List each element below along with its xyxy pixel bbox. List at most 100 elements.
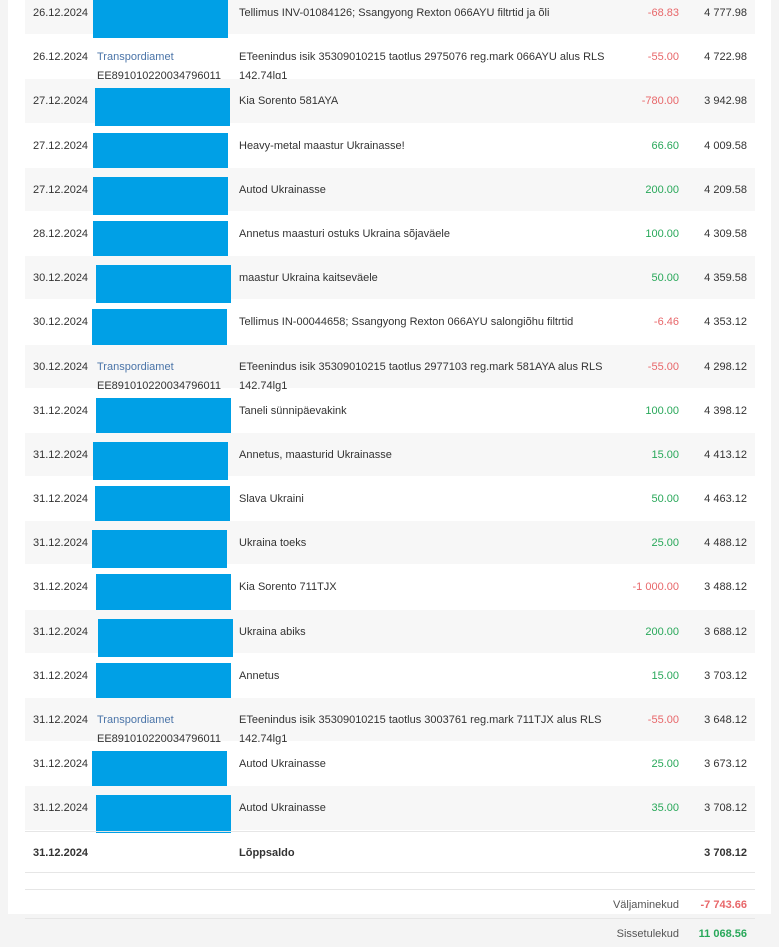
row-date: 31.12.2024 xyxy=(33,581,89,594)
row-balance: 4 009.58 xyxy=(704,139,747,152)
row-date: 30.12.2024 xyxy=(33,360,89,373)
row-date: 27.12.2024 xyxy=(33,183,89,196)
row-amount: 66.60 xyxy=(651,139,679,152)
row-description: Heavy-metal maastur Ukrainasse! xyxy=(239,139,405,152)
row-balance: 4 353.12 xyxy=(704,316,747,329)
row-amount: 200.00 xyxy=(645,625,679,638)
row-amount: 25.00 xyxy=(651,758,679,771)
row-balance: 4 309.58 xyxy=(704,227,747,240)
payer-name-link[interactable]: Transpordiamet xyxy=(97,714,174,726)
redacted-payer xyxy=(93,0,228,38)
row-balance: 3 648.12 xyxy=(704,714,747,726)
row-date: 27.12.2024 xyxy=(33,95,89,108)
row-amount: -55.00 xyxy=(647,51,679,64)
table-row: 31.12.2024 Autod Ukrainasse 25.00 3 673.1… xyxy=(25,742,755,790)
redacted-payer xyxy=(92,530,227,569)
table-row: 27.12.2024 Kia Sorento 581AYA -780.00 3 9… xyxy=(25,79,755,127)
table-row: 31.12.2024 Transpordiamet EE89101022003479… xyxy=(25,698,755,745)
row-date: 26.12.2024 xyxy=(33,7,89,19)
table-row: 30.12.2024 Transpordiamet EE89101022003479… xyxy=(25,344,755,392)
redacted-payer xyxy=(96,662,231,701)
row-balance: 4 359.58 xyxy=(704,272,747,285)
row-balance: 3 708.12 xyxy=(704,802,747,815)
row-description: Annetus xyxy=(239,669,280,682)
table-row: 27.12.2024 Autod Ukrainasse 200.00 4 209.… xyxy=(25,167,755,215)
row-date: 31.12.2024 xyxy=(33,493,89,506)
table-row: 30.12.2024 maastur Ukraina kaitseväele 50… xyxy=(25,256,755,304)
row-balance: 4 722.98 xyxy=(704,51,747,64)
incoming-summary: Sissetulekud 11 068.56 xyxy=(25,917,755,947)
row-date: 27.12.2024 xyxy=(33,139,89,152)
row-amount: 15.00 xyxy=(651,669,679,682)
table-row: 26.12.2024 Tellimus INV-01084126; Ssangyo… xyxy=(25,0,755,38)
redacted-payer xyxy=(95,486,230,525)
row-amount: 100.00 xyxy=(645,404,679,417)
row-description: Annetus maasturi ostuks Ukraina sõjaväel… xyxy=(239,227,450,240)
row-date: 31.12.2024 xyxy=(33,802,89,815)
row-amount: 50.00 xyxy=(651,272,679,285)
row-date: 28.12.2024 xyxy=(33,227,89,240)
table-row: 28.12.2024 Annetus maasturi ostuks Ukrain… xyxy=(25,212,755,259)
row-date: 31.12.2024 xyxy=(33,625,89,638)
row-balance: 3 673.12 xyxy=(704,758,747,771)
statement-page: 26.12.2024 Tellimus INV-01084126; Ssangyo… xyxy=(8,0,771,940)
redacted-payer xyxy=(98,618,233,657)
row-balance: 4 398.12 xyxy=(704,404,747,417)
payer-account: EE891010220034796011 xyxy=(97,733,221,745)
table-row: 31.12.2024 Taneli sünnipäevakink 100.00 4… xyxy=(25,389,755,436)
row-amount: 50.00 xyxy=(651,493,679,506)
row-description: Taneli sünnipäevakink xyxy=(239,404,347,417)
table-row: 31.12.2024 Ukraina toeks 25.00 4 488.12 xyxy=(25,521,755,569)
row-amount: -68.83 xyxy=(647,7,679,19)
redacted-payer xyxy=(95,88,230,127)
outgoing-label: Väljaminekud xyxy=(612,898,679,911)
redacted-payer xyxy=(93,441,228,480)
redacted-payer xyxy=(96,397,231,436)
row-amount: 200.00 xyxy=(645,183,679,196)
outgoing-value: -7 743.66 xyxy=(700,898,747,911)
final-label: Lõppsaldo xyxy=(239,846,295,859)
row-balance: 4 413.12 xyxy=(704,448,747,461)
row-amount: 15.00 xyxy=(651,448,679,461)
table-row: 26.12.2024 Transpordiamet EE89101022003479… xyxy=(25,35,755,82)
row-balance: 3 688.12 xyxy=(704,625,747,638)
redacted-payer xyxy=(93,176,228,215)
outgoing-summary: Väljaminekud -7 743.66 xyxy=(25,888,755,918)
row-balance: 4 209.58 xyxy=(704,183,747,196)
row-date: 26.12.2024 xyxy=(33,51,89,64)
payer-account: EE891010220034796011 xyxy=(97,70,221,83)
payer: Transpordiamet EE891010220034796011 xyxy=(97,358,237,396)
row-amount: 100.00 xyxy=(645,227,679,240)
table-row: 31.12.2024 Annetus, maasturid Ukrainasse … xyxy=(25,432,755,480)
redacted-payer xyxy=(93,220,228,259)
row-date: 31.12.2024 xyxy=(33,537,89,550)
row-date: 31.12.2024 xyxy=(33,714,89,726)
row-description: Tellimus INV-01084126; Ssangyong Rexton … xyxy=(239,7,550,19)
redacted-payer xyxy=(96,574,231,613)
row-description: ETeenindus isik 35309010215 taotlus 3003… xyxy=(239,714,602,745)
payer-name-link[interactable]: Transpordiamet xyxy=(97,360,174,373)
transactions-table: 26.12.2024 Tellimus INV-01084126; Ssangyo… xyxy=(25,0,755,947)
row-description: Autod Ukrainasse xyxy=(239,183,326,196)
row-balance: 3 703.12 xyxy=(704,669,747,682)
row-amount: 35.00 xyxy=(651,802,679,815)
final-balance-row: 31.12.2024 Lõppsaldo 3 708.12 xyxy=(25,830,755,873)
row-description: maastur Ukraina kaitseväele xyxy=(239,272,378,285)
row-balance: 3 942.98 xyxy=(704,95,747,108)
row-description: Ukraina toeks xyxy=(239,537,307,550)
row-amount: 25.00 xyxy=(651,537,679,550)
row-amount: -6.46 xyxy=(653,316,679,329)
row-date: 31.12.2024 xyxy=(33,448,89,461)
table-row: 30.12.2024 Tellimus IN-00044658; Ssangyon… xyxy=(25,300,755,348)
row-amount: -780.00 xyxy=(641,95,679,108)
table-row: 31.12.2024 Slava Ukraini 50.00 4 463.12 xyxy=(25,477,755,525)
row-description: Tellimus IN-00044658; Ssangyong Rexton 0… xyxy=(239,316,574,329)
incoming-label: Sissetulekud xyxy=(616,927,679,940)
table-row: 27.12.2024 Heavy-metal maastur Ukrainasse… xyxy=(25,124,755,171)
payer-name-link[interactable]: Transpordiamet xyxy=(97,51,174,64)
redacted-payer xyxy=(92,751,227,790)
row-balance: 4 777.98 xyxy=(704,7,747,19)
incoming-value: 11 068.56 xyxy=(698,927,747,940)
row-amount: -55.00 xyxy=(647,714,679,726)
row-date: 30.12.2024 xyxy=(33,316,89,329)
